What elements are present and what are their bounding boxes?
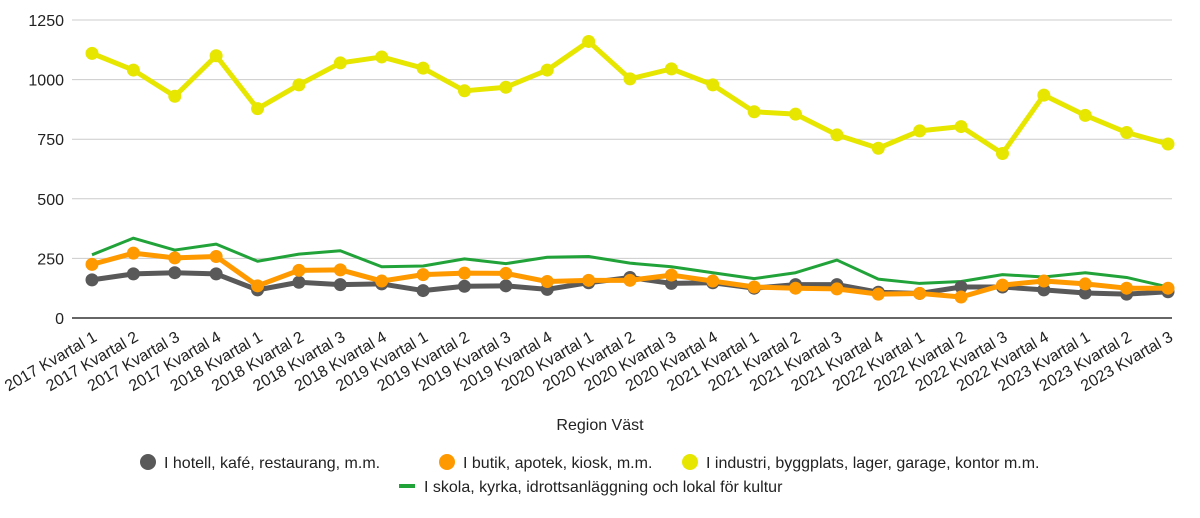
data-point <box>995 278 1009 292</box>
data-point <box>1161 137 1175 151</box>
data-point <box>789 281 803 295</box>
data-point <box>706 78 720 92</box>
legend-label: I butik, apotek, kiosk, m.m. <box>463 455 652 472</box>
data-point <box>954 290 968 304</box>
data-point <box>747 280 761 294</box>
data-point <box>416 61 430 75</box>
data-point <box>499 266 513 280</box>
data-point <box>871 141 885 155</box>
data-point <box>85 46 99 60</box>
legend-label: I skola, kyrka, idrottsanläggning och lo… <box>424 479 783 496</box>
y-tick-label: 250 <box>37 251 64 268</box>
data-point <box>830 128 844 142</box>
y-tick-label: 500 <box>37 192 64 209</box>
data-point <box>1078 108 1092 122</box>
data-point <box>664 62 678 76</box>
data-point <box>1120 126 1134 140</box>
data-point <box>540 63 554 77</box>
data-point <box>457 266 471 280</box>
data-point <box>1078 277 1092 291</box>
series-line <box>91 38 1169 157</box>
data-point <box>209 49 223 63</box>
data-point <box>664 268 678 282</box>
data-point <box>1078 286 1092 300</box>
y-tick-label: 750 <box>37 132 64 149</box>
data-point <box>623 273 637 287</box>
data-point <box>913 124 927 138</box>
data-point <box>168 251 182 265</box>
y-tick-label: 0 <box>55 311 64 328</box>
data-point <box>995 147 1009 161</box>
data-point <box>126 246 140 260</box>
data-point <box>789 107 803 121</box>
data-point <box>954 120 968 134</box>
data-point <box>830 282 844 296</box>
data-point <box>209 249 223 263</box>
legend-label: I industri, byggplats, lager, garage, ko… <box>706 455 1040 472</box>
legend-marker <box>682 454 698 470</box>
data-point <box>913 286 927 300</box>
data-point <box>292 275 306 289</box>
data-point <box>292 78 306 92</box>
data-point <box>126 63 140 77</box>
data-point <box>126 267 140 281</box>
data-point <box>582 34 596 48</box>
data-point <box>623 72 637 86</box>
data-point <box>292 263 306 277</box>
data-point <box>1037 88 1051 102</box>
data-point <box>1120 281 1134 295</box>
y-tick-label: 1000 <box>28 73 64 90</box>
data-point <box>85 273 99 287</box>
data-point <box>333 263 347 277</box>
data-point <box>416 268 430 282</box>
data-point <box>954 280 968 294</box>
data-point <box>168 266 182 280</box>
data-point <box>375 274 389 288</box>
data-point <box>251 102 265 116</box>
data-point <box>871 287 885 301</box>
data-point <box>706 274 720 288</box>
data-point <box>168 89 182 103</box>
data-point <box>747 105 761 119</box>
y-tick-label: 1250 <box>28 13 64 30</box>
data-point <box>209 267 223 281</box>
data-point <box>1037 274 1051 288</box>
x-axis-title: Region Väst <box>556 417 644 434</box>
data-point <box>85 257 99 271</box>
data-point <box>416 284 430 298</box>
data-point <box>333 278 347 292</box>
data-point <box>457 84 471 98</box>
data-point <box>251 279 265 293</box>
series-line <box>91 236 1169 289</box>
data-point <box>499 80 513 94</box>
data-point <box>457 279 471 293</box>
legend-marker <box>140 454 156 470</box>
data-point <box>582 273 596 287</box>
data-point <box>1161 281 1175 295</box>
data-point <box>540 275 554 289</box>
data-point <box>499 279 513 293</box>
legend-marker <box>439 454 455 470</box>
data-point <box>375 50 389 64</box>
data-point <box>333 56 347 70</box>
legend-label: I hotell, kafé, restaurang, m.m. <box>164 455 380 472</box>
